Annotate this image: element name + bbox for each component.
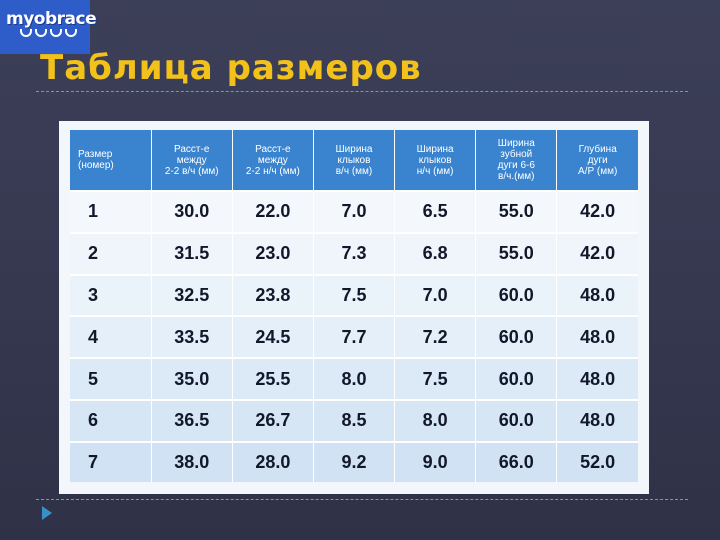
size-table: Размер (номер) Расст-е между 2-2 в/ч (мм… [70,130,638,482]
table-row: 3 32.5 23.8 7.5 7.0 60.0 48.0 [70,273,638,317]
table-row: 4 33.5 24.5 7.7 7.2 60.0 48.0 [70,315,638,359]
table-cell: 9.0 [394,440,477,482]
table-cell: 8.0 [394,398,477,442]
table-row: 6 36.5 26.7 8.5 8.0 60.0 48.0 [70,398,638,442]
header-cell: Размер (номер) [70,130,152,191]
logo: myobrace [0,0,97,54]
table-row: 2 31.5 23.0 7.3 6.8 55.0 42.0 [70,231,638,275]
table-cell: 28.0 [232,440,314,482]
table-cell: 60.0 [475,315,558,359]
logo-text: myobrace [6,9,97,29]
table-cell: 22.0 [232,190,314,233]
table-cell: 32.5 [151,273,233,317]
table-cell: 42.0 [556,231,638,275]
table-cell: 7.2 [394,315,477,359]
size-table-frame: Размер (номер) Расст-е между 2-2 в/ч (мм… [59,121,649,494]
table-cell: 38.0 [151,440,233,482]
table-row: 7 38.0 28.0 9.2 9.0 66.0 52.0 [70,440,638,482]
table-cell: 66.0 [475,440,558,482]
table-header-row: Размер (номер) Расст-е между 2-2 в/ч (мм… [70,130,638,191]
table-cell: 55.0 [475,231,558,275]
header-cell: Глубина дуги А/Р (мм) [556,130,638,191]
table-cell: 6.5 [394,190,477,233]
table-cell: 26.7 [232,398,314,442]
table-cell: 48.0 [556,273,638,317]
table-cell: 7 [70,440,152,482]
header-cell: Расст-е между 2-2 н/ч (мм) [232,130,314,191]
table-cell: 25.5 [232,357,314,400]
table-row: 5 35.0 25.5 8.0 7.5 60.0 48.0 [70,357,638,400]
table-cell: 7.5 [313,273,396,317]
table-cell: 7.0 [394,273,477,317]
table-cell: 24.5 [232,315,314,359]
table-cell: 48.0 [556,398,638,442]
table-cell: 1 [70,190,152,233]
table-cell: 52.0 [556,440,638,482]
table-cell: 55.0 [475,190,558,233]
table-cell: 6 [70,398,152,442]
header-cell: Ширина клыков н/ч (мм) [394,130,477,191]
table-cell: 7.3 [313,231,396,275]
header-cell: Ширина клыков в/ч (мм) [313,130,396,191]
table-cell: 31.5 [151,231,233,275]
triangle-right-icon [42,506,52,520]
table-cell: 36.5 [151,398,233,442]
table-cell: 2 [70,231,152,275]
table-cell: 9.2 [313,440,396,482]
table-cell: 3 [70,273,152,317]
slide-title: Таблица размеров [40,48,422,88]
table-cell: 60.0 [475,357,558,400]
table-cell: 4 [70,315,152,359]
header-cell: Ширина зубной дуги 6-6 в/ч.(мм) [475,130,558,191]
title-divider [36,91,688,92]
table-cell: 48.0 [556,315,638,359]
table-cell: 60.0 [475,273,558,317]
table-cell: 23.0 [232,231,314,275]
table-cell: 60.0 [475,398,558,442]
footer-divider [36,499,688,500]
table-cell: 6.8 [394,231,477,275]
table-cell: 5 [70,357,152,400]
logo-teeth-icon [6,29,84,37]
table-cell: 23.8 [232,273,314,317]
table-cell: 7.5 [394,357,477,400]
table-cell: 8.5 [313,398,396,442]
table-cell: 48.0 [556,357,638,400]
table-cell: 8.0 [313,357,396,400]
header-cell: Расст-е между 2-2 в/ч (мм) [151,130,233,191]
table-cell: 7.0 [313,190,396,233]
table-cell: 33.5 [151,315,233,359]
table-cell: 35.0 [151,357,233,400]
table-cell: 7.7 [313,315,396,359]
table-row: 1 30.0 22.0 7.0 6.5 55.0 42.0 [70,190,638,233]
table-cell: 30.0 [151,190,233,233]
table-cell: 42.0 [556,190,638,233]
